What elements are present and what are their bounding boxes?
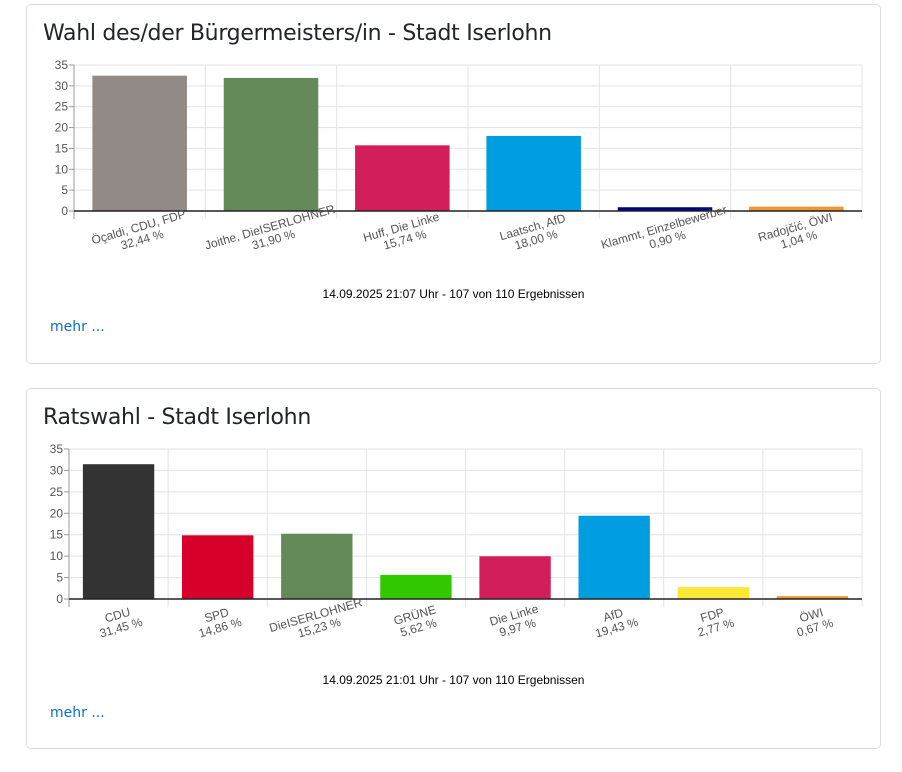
results-status-text: 14.09.2025 21:07 Uhr - 107 von 110 Ergeb… xyxy=(322,287,585,301)
y-tick-label: 5 xyxy=(61,183,68,197)
bar-dieiserlohner[interactable] xyxy=(281,533,353,599)
y-tick-label: 10 xyxy=(55,162,69,176)
y-tick-label: 20 xyxy=(55,121,69,135)
y-tick-label: 30 xyxy=(55,79,69,93)
y-tick-label: 15 xyxy=(55,141,69,155)
bar-afd[interactable] xyxy=(578,515,650,599)
category-label: CDU xyxy=(103,605,132,626)
category-label: ÖWI xyxy=(798,605,825,625)
y-tick-label: 35 xyxy=(50,442,64,456)
y-tick-label: 5 xyxy=(56,571,63,585)
y-tick-label: 15 xyxy=(50,528,64,542)
card-title: Wahl des/der Bürgermeisters/in - Stadt I… xyxy=(43,21,552,46)
category-label: FDP xyxy=(699,605,726,625)
y-tick-label: 35 xyxy=(55,58,69,72)
bar--aldi-cdu-fdp[interactable] xyxy=(92,75,187,211)
y-tick-label: 10 xyxy=(50,549,64,563)
bar-spd[interactable] xyxy=(182,535,254,599)
y-tick-label: 20 xyxy=(50,506,64,520)
y-tick-label: 0 xyxy=(56,592,63,606)
bar-die-linke[interactable] xyxy=(479,556,551,599)
category-label: AfD xyxy=(602,606,625,625)
more-link[interactable]: mehr ... xyxy=(50,319,105,335)
bar-huff-die-linke[interactable] xyxy=(355,145,450,211)
y-tick-label: 0 xyxy=(61,204,68,218)
more-link[interactable]: mehr ... xyxy=(50,705,105,721)
category-label: SPD xyxy=(203,605,231,625)
bar--wi[interactable] xyxy=(776,596,849,599)
bar-laatsch-afd[interactable] xyxy=(486,135,581,211)
results-status-text: 14.09.2025 21:01 Uhr - 107 von 110 Ergeb… xyxy=(322,673,585,687)
y-tick-label: 25 xyxy=(55,100,69,114)
bar-cdu[interactable] xyxy=(82,464,155,599)
bar-klammt-einzelbewerber[interactable] xyxy=(617,207,713,211)
card-title: Ratswahl - Stadt Iserlohn xyxy=(43,405,311,430)
bar-gr-ne[interactable] xyxy=(380,574,452,599)
mayor-election-card: Wahl des/der Bürgermeisters/in - Stadt I… xyxy=(26,4,881,364)
bar-joithe-dieiserlohner[interactable] xyxy=(223,77,319,211)
bar-fdp[interactable] xyxy=(677,587,749,599)
bar-radoj-i-wi[interactable] xyxy=(749,206,844,211)
y-tick-label: 25 xyxy=(50,485,64,499)
council-election-card: Ratswahl - Stadt Iserlohn 0 5 10 15 20 25 30 35… xyxy=(26,388,881,749)
y-tick-label: 30 xyxy=(50,463,64,477)
